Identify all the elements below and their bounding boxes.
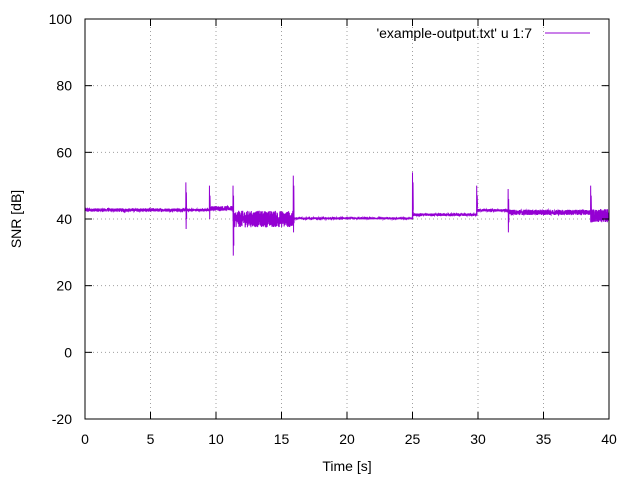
x-tick-label: 5 xyxy=(147,431,155,447)
x-tick-label: 15 xyxy=(274,431,290,447)
series-layer xyxy=(84,172,610,256)
x-tick-label: 35 xyxy=(536,431,552,447)
legend-label: 'example-output.txt' u 1:7 xyxy=(376,25,532,41)
y-tick-label: 20 xyxy=(56,278,72,294)
y-tick-label: 40 xyxy=(56,211,72,227)
y-axis-title: SNR [dB] xyxy=(8,190,24,248)
legend: 'example-output.txt' u 1:7 xyxy=(376,25,590,41)
x-tick-labels: 0 5 10 15 20 25 30 35 40 xyxy=(81,431,617,447)
x-tick-label: 25 xyxy=(405,431,421,447)
x-tick-label: 30 xyxy=(470,431,486,447)
y-tick-label: 80 xyxy=(56,78,72,94)
x-tick-label: 10 xyxy=(208,431,224,447)
x-axis-title: Time [s] xyxy=(322,458,371,474)
x-tick-label: 0 xyxy=(81,431,89,447)
y-tick-label: -20 xyxy=(52,411,72,427)
x-tick-label: 20 xyxy=(339,431,355,447)
y-tick-label: 100 xyxy=(49,11,73,27)
y-tick-label: 0 xyxy=(64,344,72,360)
series-line xyxy=(84,172,610,256)
y-tick-label: 60 xyxy=(56,144,72,160)
y-tick-labels: -20 0 20 40 60 80 100 xyxy=(49,11,73,427)
axis-ticks xyxy=(84,18,610,420)
x-tick-label: 40 xyxy=(601,431,617,447)
